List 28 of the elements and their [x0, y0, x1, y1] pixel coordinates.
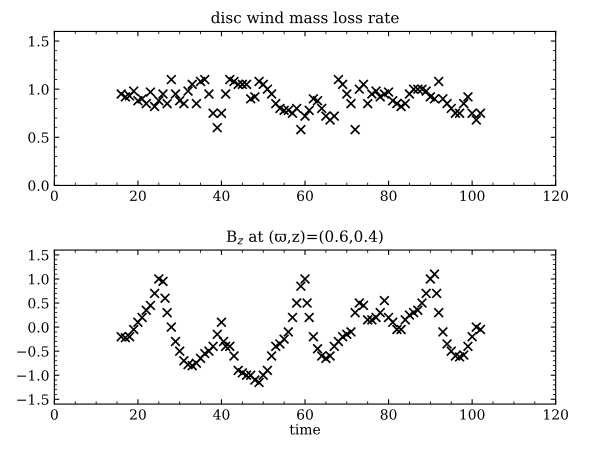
x-tick-label: 60: [297, 409, 313, 420]
x-tick-label: 100: [460, 190, 484, 202]
chart-title: disc wind mass loss rate: [211, 11, 399, 24]
x-tick-label: 40: [213, 409, 230, 420]
y-tick-label: 1.0: [29, 84, 49, 95]
x-tick-label: 20: [130, 190, 146, 202]
y-tick-label: −1.5: [17, 394, 48, 405]
chart-title: B$_{z}$ at (ϖ,z)=(0.6,0.4): [226, 230, 383, 244]
x-tick-label: 80: [380, 409, 396, 420]
y-tick-label: −1.0: [17, 370, 49, 381]
x-axis-title: time: [290, 424, 320, 435]
y-tick-label: 1.0: [29, 274, 49, 284]
y-tick-label: 0.5: [28, 298, 48, 309]
y-tick-label: −0.5: [17, 346, 48, 357]
y-tick-label: 1.5: [29, 250, 48, 260]
x-tick-label: 100: [460, 409, 484, 420]
y-tick-label: 0.5: [28, 132, 48, 143]
x-tick-label: 80: [380, 190, 396, 202]
x-tick-label: 120: [544, 409, 568, 420]
x-tick-label: 20: [130, 409, 146, 420]
y-tick-label: 0.0: [28, 180, 49, 191]
x-tick-label: 40: [213, 190, 230, 202]
y-tick-label: 0.0: [28, 322, 49, 333]
x-tick-label: 0: [50, 409, 58, 420]
x-tick-label: 60: [297, 190, 313, 202]
y-tick-label: 1.5: [29, 36, 48, 47]
x-tick-label: 0: [50, 190, 58, 202]
x-tick-label: 120: [544, 190, 568, 202]
